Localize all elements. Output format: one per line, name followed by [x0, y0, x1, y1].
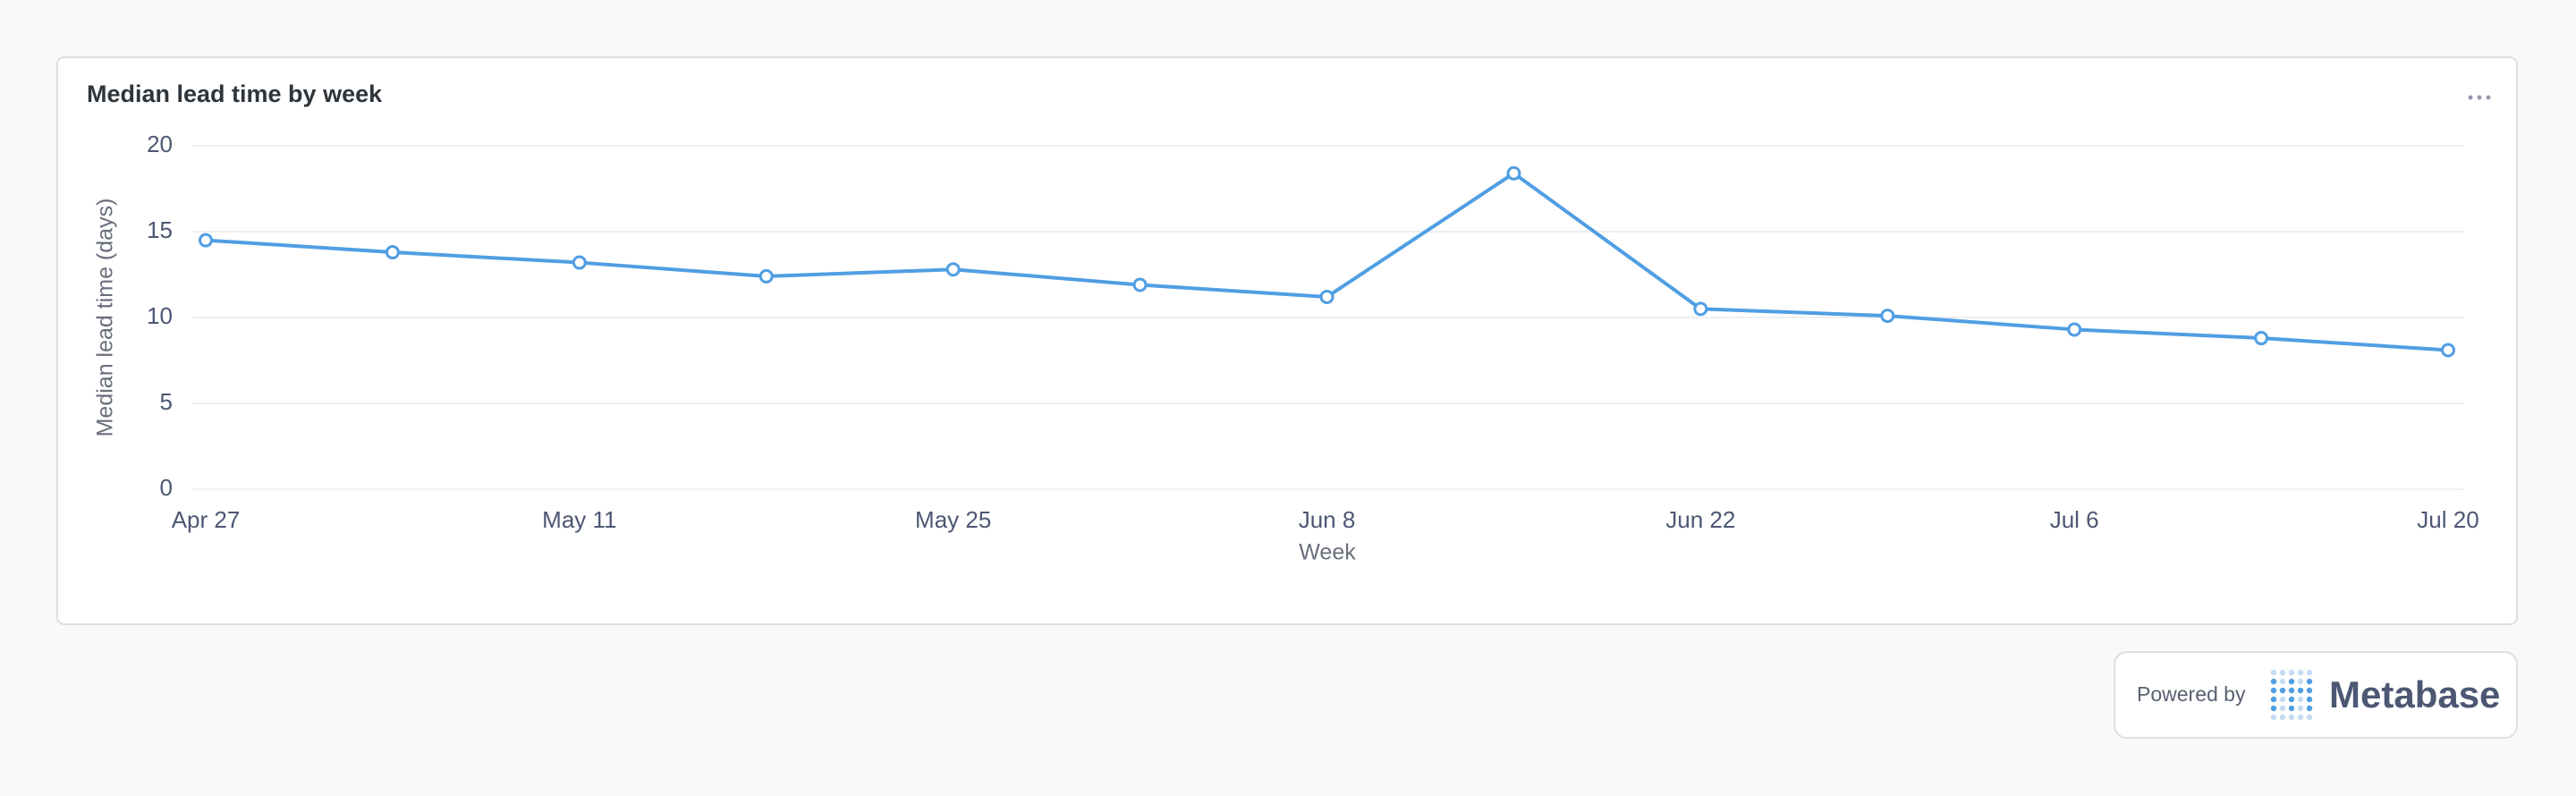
chart-title: Median lead time by week: [87, 80, 383, 107]
logo-dot: [2288, 678, 2295, 685]
brand-text: Metabase: [2329, 673, 2500, 716]
logo-dot: [2279, 678, 2286, 685]
logo-dot: [2279, 705, 2286, 712]
logo-dot: [2279, 714, 2286, 721]
logo-dot: [2270, 714, 2277, 721]
logo-dot: [2306, 687, 2313, 694]
powered-by-text: Powered by: [2137, 682, 2246, 706]
logo-dot: [2270, 669, 2277, 676]
menu-dot: [2486, 95, 2491, 100]
point: [2441, 343, 2455, 358]
logo-dot: [2288, 669, 2295, 676]
logo-dot: [2306, 714, 2313, 721]
logo-dot: [2279, 669, 2286, 676]
logo-dot: [2297, 696, 2304, 703]
logo-dot: [2306, 705, 2313, 712]
point: [1880, 309, 1895, 324]
logo-dot: [2288, 687, 2295, 694]
y-tick-label: 10: [147, 302, 173, 329]
logo-dot: [2306, 669, 2313, 676]
metabase-logo: [2270, 669, 2313, 721]
y-tick-label: 5: [160, 388, 173, 415]
logo-dot: [2270, 696, 2277, 703]
x-tick-label: Jul 6: [2050, 506, 2099, 533]
logo-dot: [2279, 687, 2286, 694]
logo-dot: [2270, 687, 2277, 694]
y-tick-label: 0: [160, 474, 173, 501]
point: [1693, 301, 1708, 317]
logo-dot: [2297, 687, 2304, 694]
card-menu[interactable]: [2468, 95, 2491, 100]
point: [1319, 289, 1335, 304]
logo-dot: [2306, 696, 2313, 703]
point: [2254, 331, 2269, 346]
x-tick-label: Jul 20: [2417, 506, 2479, 533]
y-axis-title: Median lead time (days): [93, 199, 118, 437]
x-tick-label: May 25: [915, 506, 991, 533]
y-tick-label: 20: [147, 131, 173, 157]
y-tick-label: 15: [147, 216, 173, 243]
x-tick-label: Jun 8: [1299, 506, 1356, 533]
point: [1506, 165, 1521, 181]
powered-by-badge[interactable]: [2114, 651, 2518, 739]
x-tick-label: Jun 22: [1665, 506, 1735, 533]
point: [2067, 322, 2082, 337]
logo-dot: [2297, 669, 2304, 676]
logo-dot: [2279, 696, 2286, 703]
logo-dot: [2288, 714, 2295, 721]
point: [572, 255, 587, 270]
menu-dot: [2468, 95, 2473, 100]
point: [945, 262, 961, 277]
point: [199, 233, 213, 248]
logo-dot: [2270, 705, 2277, 712]
logo-dot: [2270, 678, 2277, 685]
card: [56, 56, 2518, 625]
x-tick-label: Apr 27: [172, 506, 241, 533]
menu-dot: [2477, 95, 2482, 100]
logo-dot: [2288, 696, 2295, 703]
logo-dot: [2297, 678, 2304, 685]
point: [758, 268, 774, 284]
x-axis-title: Week: [1299, 540, 1356, 565]
logo-dot: [2288, 705, 2295, 712]
logo-dot: [2297, 714, 2304, 721]
point: [385, 245, 400, 260]
logo-dot: [2297, 705, 2304, 712]
plot: 0 5 10 15 20 Apr 27 May 11 May 25 Jun 8 Jun 22 Jul…: [147, 131, 2479, 533]
x-tick-label: May 11: [542, 506, 616, 533]
point: [1132, 277, 1148, 292]
logo-dot: [2306, 678, 2313, 685]
